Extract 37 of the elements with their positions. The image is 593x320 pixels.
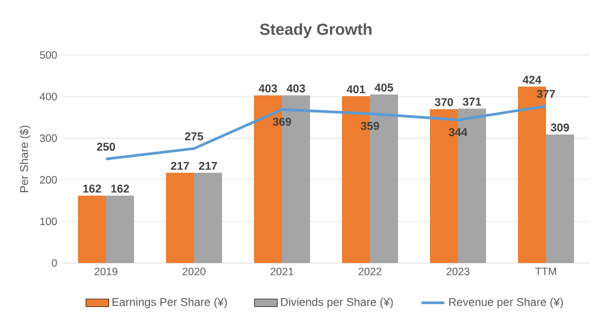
data-label: 217 [198, 162, 217, 170]
x-tick-label: 2020 [182, 268, 206, 276]
x-tick-label: 2021 [270, 268, 294, 276]
bar [78, 196, 106, 263]
data-label: 344 [448, 128, 468, 136]
y-tick-label: 300 [40, 134, 57, 142]
x-tick-label: 2019 [94, 268, 118, 276]
data-label: 162 [111, 184, 130, 193]
y-tick-label: 100 [40, 218, 57, 226]
data-label: 403 [258, 84, 278, 92]
chart-title: Steady Growth [260, 23, 372, 38]
legend-label: Diviends per Share (¥) [281, 298, 393, 308]
bar [106, 196, 134, 263]
legend-label: Revenue per Share (¥) [449, 298, 563, 308]
bar [166, 172, 194, 263]
bar [546, 134, 574, 263]
data-label: 309 [550, 123, 570, 132]
legend-label: Earnings Per Share (¥) [112, 298, 227, 308]
data-label: 275 [184, 132, 204, 140]
y-tick-label: 0 [52, 259, 57, 267]
y-tick-label: 200 [40, 176, 57, 184]
bar [194, 172, 222, 263]
data-label: 162 [83, 184, 102, 193]
y-tick-label: 500 [40, 51, 57, 59]
data-label: 424 [522, 76, 542, 84]
y-tick-label: 400 [40, 92, 57, 100]
data-label: 371 [462, 98, 482, 106]
data-label: 250 [96, 142, 115, 151]
x-tick-label: 2023 [446, 268, 470, 276]
data-label: 405 [374, 84, 394, 92]
data-label: 370 [434, 98, 453, 106]
data-label: 401 [346, 85, 366, 94]
x-tick-label: TTM [535, 268, 556, 276]
y-axis-title: Per Share ($) [20, 126, 30, 192]
data-label: 217 [170, 162, 189, 170]
x-tick-label: 2022 [358, 268, 382, 276]
data-label: 403 [286, 84, 306, 92]
